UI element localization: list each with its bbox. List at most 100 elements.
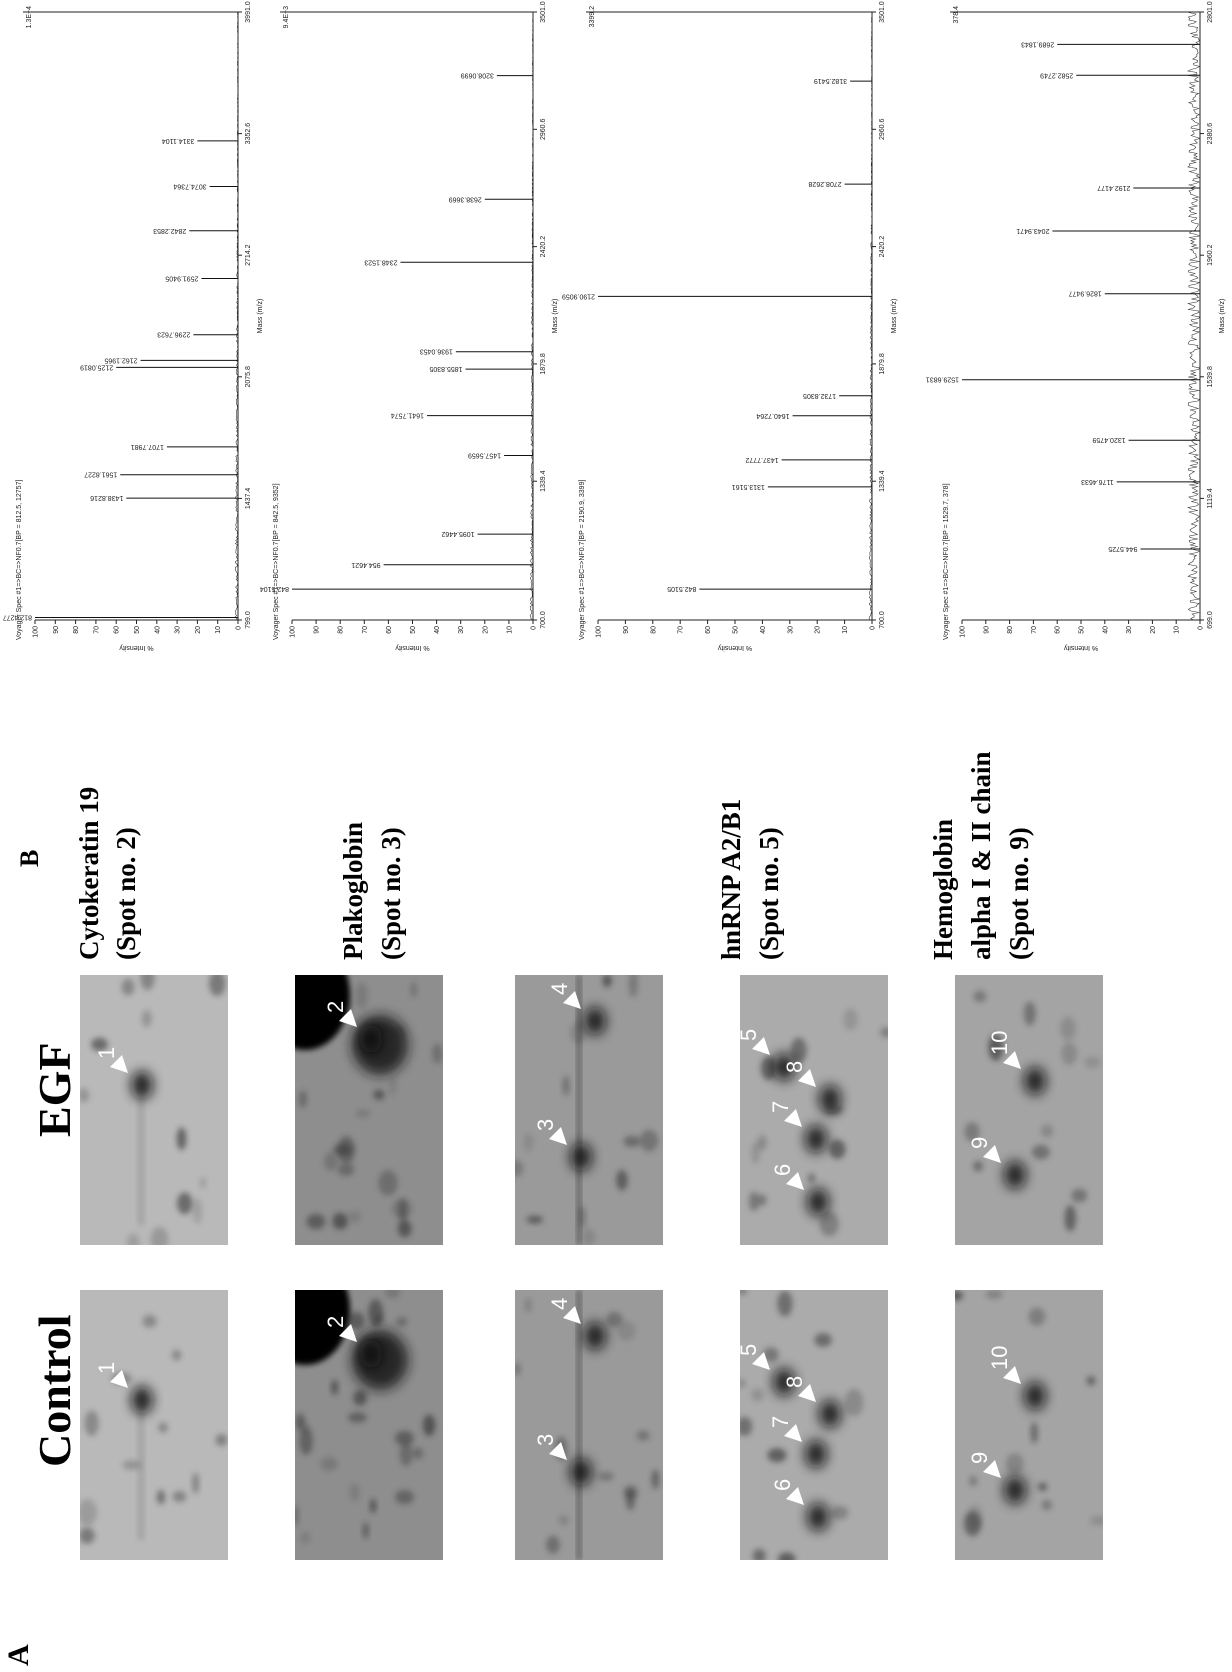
gel-spot: [85, 1410, 99, 1436]
spot-label: 3: [533, 1119, 558, 1131]
y-tick-label: 100: [33, 626, 40, 638]
gel-spot: [829, 1139, 846, 1159]
gel-spot: [332, 1213, 347, 1230]
gel-spot: [412, 1447, 423, 1459]
peak-label: 842.5105: [667, 585, 696, 592]
protein-spot: [584, 1322, 606, 1350]
protein-spot: [1004, 1161, 1026, 1189]
peak-label: 2043.9471: [1016, 227, 1049, 234]
y-tick-label: 80: [73, 626, 80, 634]
gel-spot: [843, 1009, 857, 1031]
gel-spot: [300, 1532, 310, 1544]
spectrum-title: Voyager Spec #1=>BC=>NF0.7[BP = 2190.9, …: [579, 480, 586, 640]
gel-spot: [338, 1136, 355, 1164]
gel-spot: [1071, 1189, 1087, 1203]
protein-name: Plakoglobin: [338, 822, 368, 960]
y-tick-label: 20: [482, 626, 489, 634]
y-tick-label: 50: [410, 626, 417, 634]
protein-name: hnRNP A2/B1: [716, 799, 746, 960]
gel-image: 5678: [736, 1286, 888, 1567]
peak-label: 1095.4462: [441, 530, 474, 537]
x-tick-label: 700.0: [540, 611, 547, 629]
gel-image: 910: [955, 975, 1103, 1245]
peak-label: 2638.3669: [449, 195, 482, 202]
spot-label: 7: [768, 1416, 793, 1428]
y-tick-label: 80: [338, 626, 345, 634]
gel-spot: [158, 1422, 167, 1432]
peak-label: 954.4621: [351, 561, 380, 568]
y-tick-label: 30: [175, 626, 182, 634]
peak-label: 1457.5659: [468, 452, 501, 459]
gel-spot: [396, 1317, 407, 1326]
peak-label: 2162.1965: [104, 356, 137, 363]
gel-spot: [1061, 1042, 1077, 1065]
peak-label: 2190.9059: [562, 292, 595, 299]
gel-spot: [398, 1220, 412, 1237]
gel-spot: [582, 1229, 596, 1246]
gel-spot: [157, 1490, 165, 1505]
spot-label: 6: [770, 1164, 795, 1176]
gel-spot: [192, 1473, 199, 1494]
y-tick-label: 50: [1079, 626, 1086, 634]
gel-spot: [626, 1488, 635, 1510]
gel-spot: [349, 1210, 360, 1222]
y-tick-label: 40: [760, 626, 767, 634]
gel-background: [80, 1290, 228, 1560]
y-tick-label: 100: [596, 626, 603, 638]
spot-label: 10: [987, 1346, 1012, 1370]
protein-spot: [805, 1125, 827, 1153]
protein-name: (Spot no. 2): [111, 827, 141, 960]
gel-spot: [651, 1469, 659, 1489]
peak-label: 1176.4633: [1081, 478, 1114, 485]
y-tick-label: 30: [1126, 626, 1133, 634]
protein-spot: [584, 1007, 606, 1035]
x-tick-label: 1339.4: [540, 470, 547, 492]
y-tick-label: 30: [458, 626, 465, 634]
spot-label: 1: [94, 1362, 119, 1374]
gel-spot: [527, 1216, 543, 1224]
max-intensity-label: 3399.2: [589, 6, 596, 28]
max-intensity-label: 9.4E+3: [283, 6, 290, 28]
y-tick-label: 0: [870, 626, 877, 630]
protein-spot: [570, 1143, 592, 1171]
peak-label: 1732.8305: [803, 392, 836, 399]
y-tick-label: 0: [531, 626, 538, 630]
x-tick-label: 700.0: [879, 611, 886, 629]
y-tick-label: 100: [960, 626, 967, 638]
gel-spot: [1064, 1205, 1076, 1231]
max-intensity-label: 1.3E+4: [26, 6, 33, 28]
peak-label: 1320.4759: [1092, 436, 1125, 443]
x-tick-label: 3501.0: [879, 1, 886, 23]
gel-spot: [820, 1211, 839, 1236]
x-axis-label: Mass (m/z): [257, 299, 264, 334]
spot-label: 5: [736, 1344, 761, 1356]
spot-label: 4: [547, 983, 572, 995]
y-tick-label: 70: [678, 626, 685, 634]
gel-image: 9 10: [948, 1290, 1107, 1560]
spot-label: 4: [547, 1298, 572, 1310]
peak-label: 2708.2628: [808, 180, 841, 187]
gel-spot: [348, 1412, 367, 1422]
gel-spot: [216, 1434, 228, 1446]
protein-spot: [570, 1458, 592, 1486]
gel-spot: [392, 1199, 412, 1219]
y-tick-label: 30: [787, 626, 794, 634]
protein-spot: [1004, 1476, 1026, 1504]
peak-label: 2348.1523: [364, 258, 397, 265]
gel-spot: [1042, 1500, 1052, 1510]
protein-spot: [1024, 1382, 1046, 1410]
x-tick-label: 2420.2: [879, 236, 886, 258]
protein-spot: [805, 1440, 827, 1468]
gel-spot: [1084, 1056, 1101, 1068]
protein-name: Cytokeratin 19: [74, 787, 104, 960]
gel-spot: [616, 1170, 628, 1191]
gel-spot: [373, 1090, 384, 1100]
spot-label: 1: [94, 1047, 119, 1059]
gel-spot: [640, 1130, 658, 1152]
y-tick-label: 40: [1102, 626, 1109, 634]
x-tick-label: 1879.8: [879, 353, 886, 375]
spot-label: 9: [967, 1452, 992, 1464]
gel-spot: [525, 1298, 532, 1313]
protein-spot: [807, 1503, 829, 1531]
gel-spot: [1024, 1002, 1036, 1026]
